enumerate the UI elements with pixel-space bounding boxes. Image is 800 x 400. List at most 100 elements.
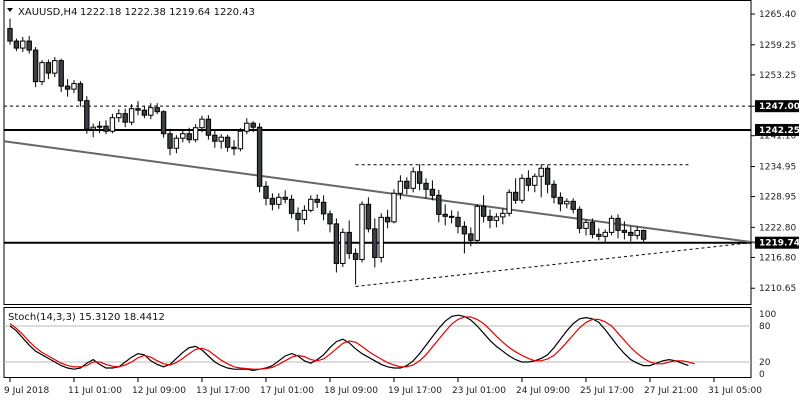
time-tick-label: 11 Jul 01:00 <box>68 386 122 396</box>
price-tick-label: 1228.95 <box>759 193 796 203</box>
candle <box>372 218 378 268</box>
candle <box>148 103 154 120</box>
ohlc-values: 1222.18 1222.38 1219.64 1220.43 <box>80 7 255 18</box>
candle <box>58 58 64 93</box>
candle <box>493 213 500 228</box>
candle <box>84 96 90 134</box>
candle <box>621 221 628 240</box>
candle <box>596 228 602 241</box>
candle <box>416 164 423 191</box>
candle <box>320 195 327 221</box>
level-price-label: 1219.74 <box>759 239 800 249</box>
candle <box>538 164 544 198</box>
candle <box>167 128 173 156</box>
candle <box>365 197 372 233</box>
candle <box>20 37 26 53</box>
price-tick-label: 1222.80 <box>759 223 796 233</box>
candle <box>77 81 84 107</box>
candle <box>314 194 320 208</box>
stoch-main-line <box>9 314 689 372</box>
stoch-scale-label: 0 <box>759 370 765 380</box>
candle <box>192 124 199 143</box>
candle <box>602 229 608 243</box>
candle <box>583 219 589 236</box>
candle <box>442 204 448 226</box>
candle <box>576 206 583 234</box>
candle <box>359 201 365 263</box>
candle <box>96 121 103 134</box>
candle <box>64 79 71 97</box>
candle <box>474 204 480 244</box>
candle <box>615 214 621 239</box>
candle <box>570 198 576 214</box>
candle <box>71 80 77 94</box>
candle <box>45 59 52 80</box>
candles-layer <box>7 18 647 285</box>
candle <box>39 60 45 86</box>
candle <box>564 198 570 209</box>
candle <box>180 130 186 143</box>
candle <box>340 228 346 267</box>
time-axis: 9 Jul 2018 11 Jul 01:00 12 Jul 09:00 13 Jul… <box>4 378 762 396</box>
descending-trendline[interactable] <box>3 140 777 247</box>
time-tick-label: 9 Jul 2018 <box>4 386 49 396</box>
candle <box>244 118 250 135</box>
ascending-dotted-trendline[interactable] <box>355 239 777 287</box>
candle <box>128 104 135 126</box>
time-tick-label: 19 Jul 17:00 <box>388 386 442 396</box>
candle <box>436 189 442 223</box>
stoch-label: Stoch(14,3,3) 15.3120 18.4412 <box>8 312 165 323</box>
candle <box>544 165 551 194</box>
candle <box>122 108 128 128</box>
candle <box>250 121 256 133</box>
candle <box>173 135 180 154</box>
candle <box>378 213 384 263</box>
candle <box>608 215 615 236</box>
candle <box>500 208 506 225</box>
candle <box>7 18 13 45</box>
price-axis: 1265.40 1259.25 1253.25 1247.00 1241.10 1234.… <box>751 10 800 294</box>
candle <box>276 193 282 209</box>
candle <box>423 178 429 199</box>
time-tick-label: 13 Jul 17:00 <box>196 386 250 396</box>
candle <box>301 205 308 225</box>
price-tick-label: 1265.40 <box>759 10 796 20</box>
candle <box>116 109 122 123</box>
candle <box>212 129 218 148</box>
time-tick-label: 12 Jul 09:00 <box>132 386 186 396</box>
time-tick-label: 17 Jul 01:00 <box>260 386 314 396</box>
candle <box>256 123 263 193</box>
candle <box>480 195 487 223</box>
candle <box>352 248 359 285</box>
candle <box>186 127 192 144</box>
candle <box>218 134 224 149</box>
time-tick-label: 25 Jul 17:00 <box>580 386 634 396</box>
candle <box>634 226 640 240</box>
candle <box>410 167 416 193</box>
collapse-triangle-icon[interactable] <box>7 8 13 12</box>
candle <box>13 38 20 52</box>
trendlines-layer <box>3 140 777 287</box>
candle <box>199 115 205 133</box>
candle <box>532 173 538 193</box>
candle <box>429 180 436 201</box>
candle <box>525 170 532 192</box>
candle <box>32 47 39 88</box>
candle <box>52 57 58 78</box>
candle <box>263 181 269 206</box>
candle <box>135 101 141 116</box>
candle <box>327 210 333 233</box>
candle <box>237 128 244 152</box>
time-tick-label: 27 Jul 21:00 <box>644 386 698 396</box>
candle <box>231 140 237 156</box>
price-tick-label: 1259.25 <box>759 41 796 51</box>
time-tick-label: 23 Jul 01:00 <box>452 386 506 396</box>
candle <box>224 134 231 152</box>
candle <box>346 220 352 259</box>
candle <box>512 178 519 204</box>
candle <box>628 226 634 242</box>
candle <box>468 227 474 247</box>
candle <box>333 218 340 273</box>
